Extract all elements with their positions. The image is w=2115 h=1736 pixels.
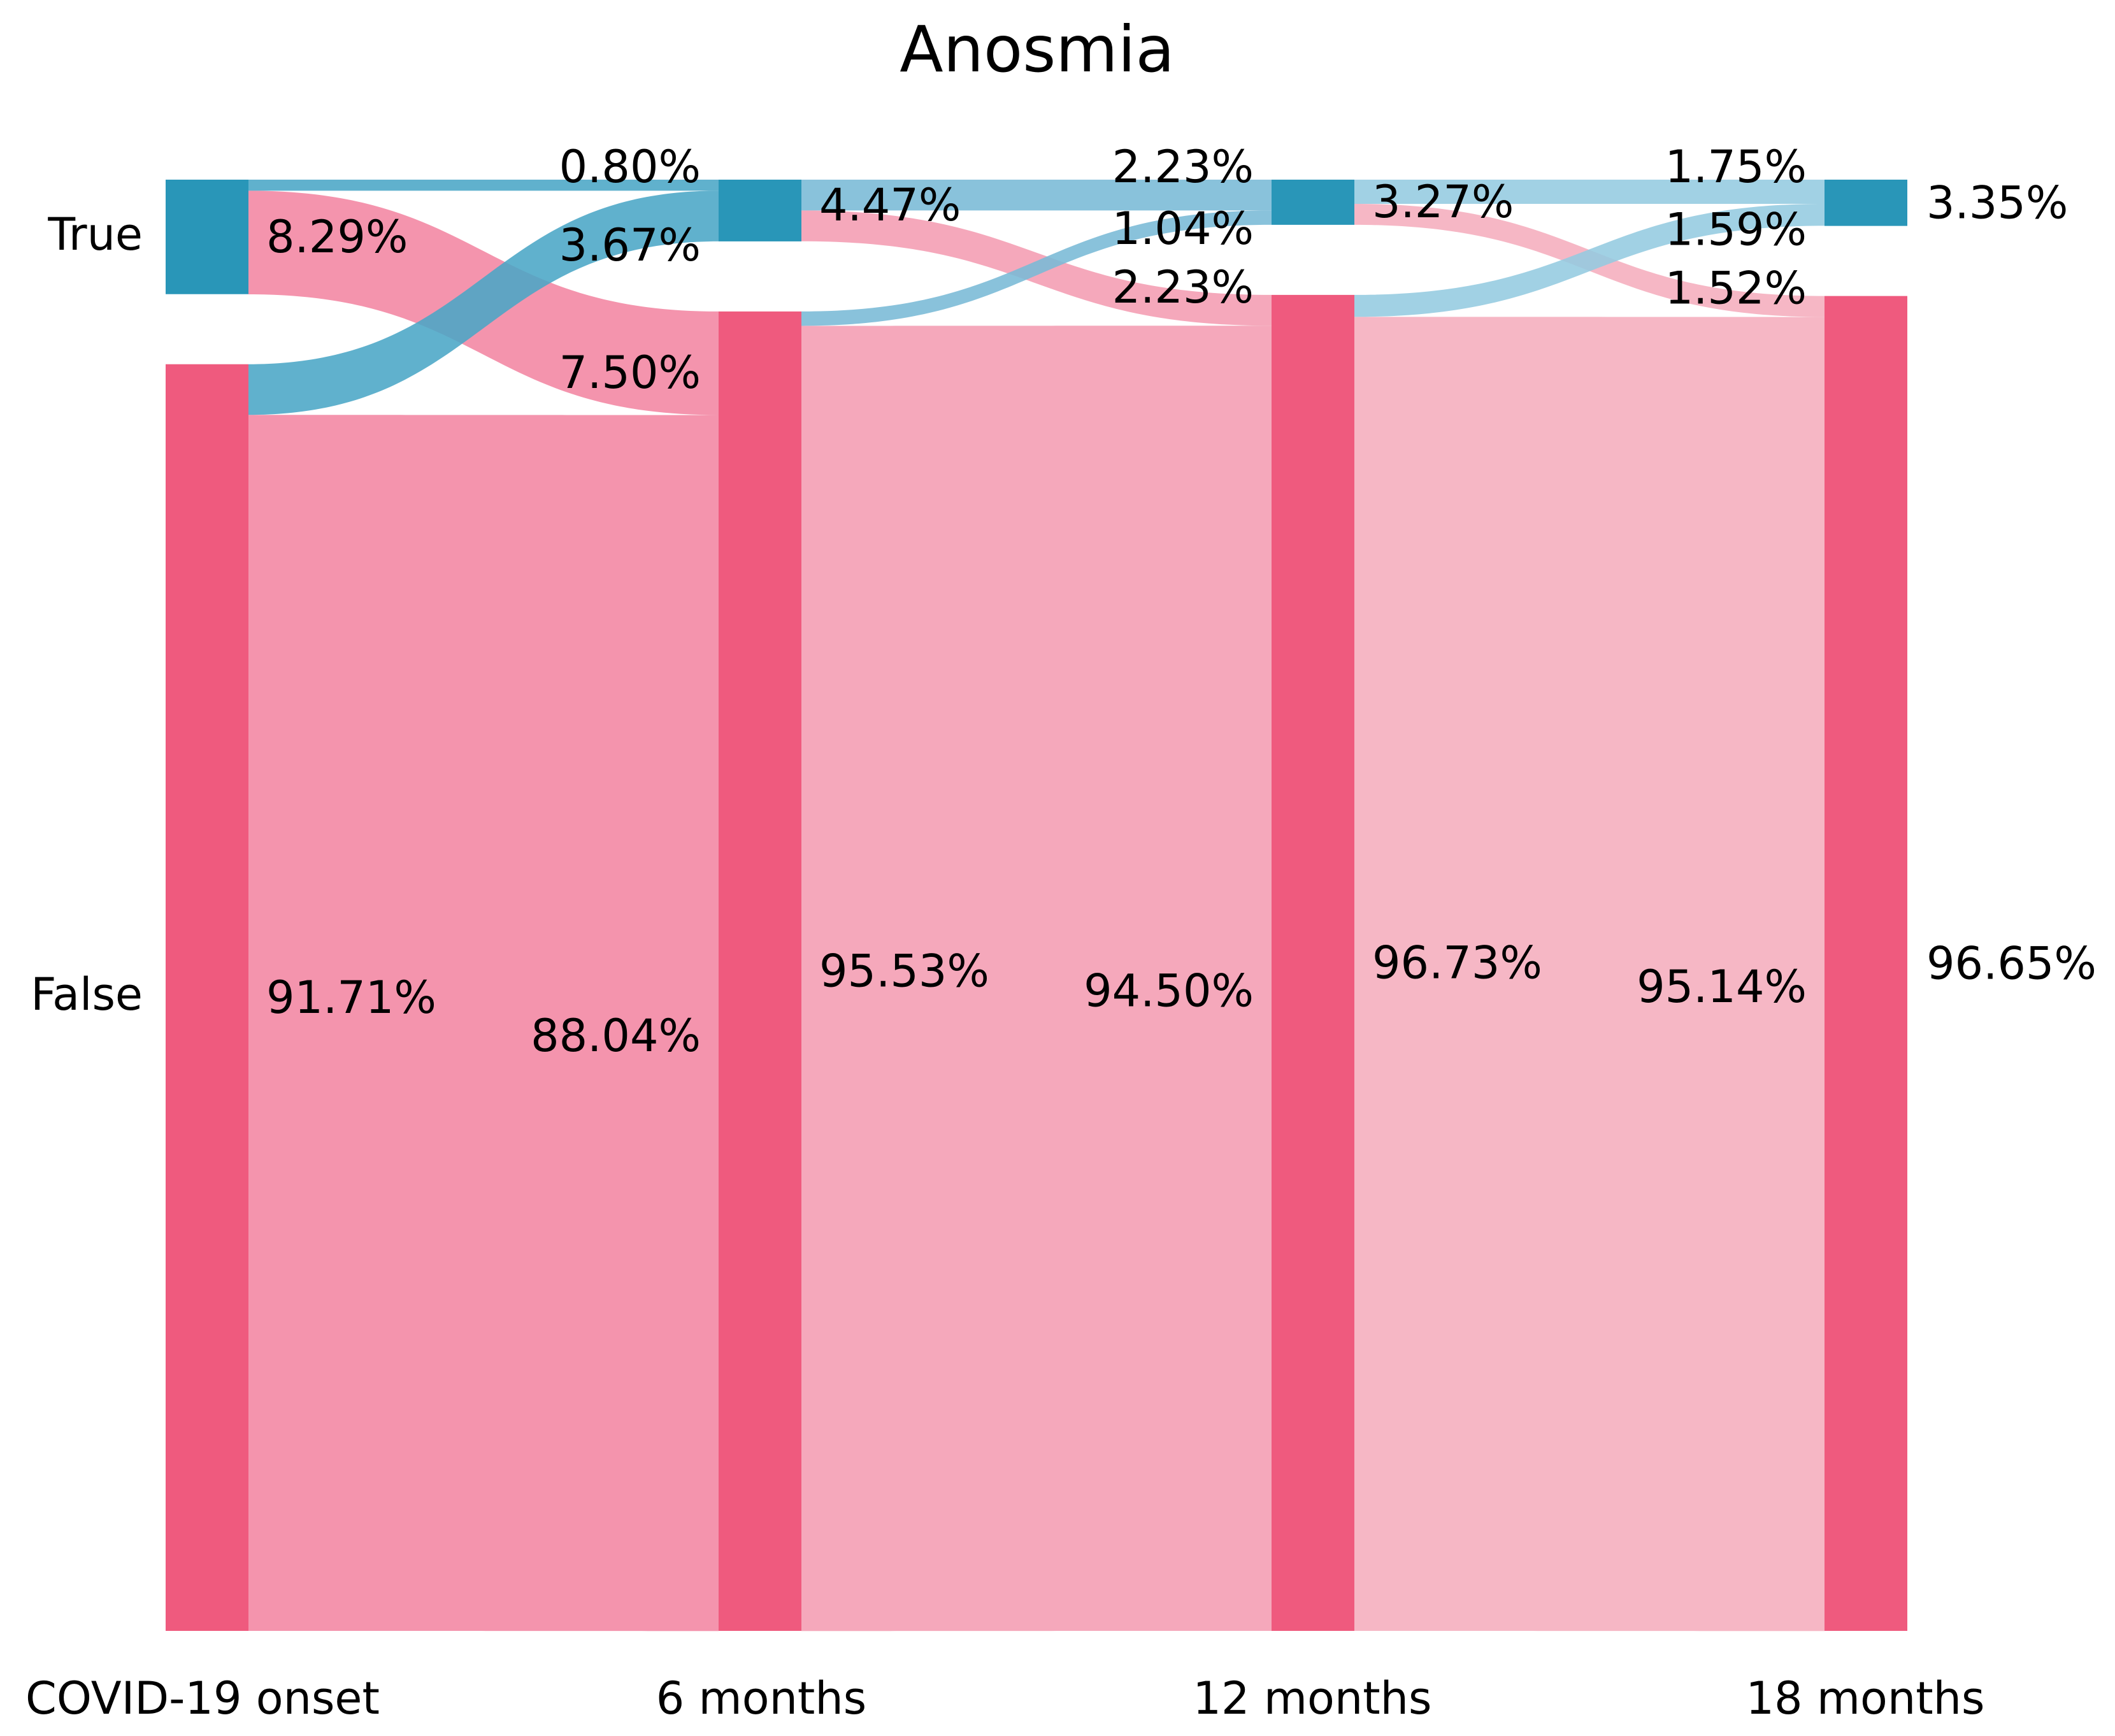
flow-true-to-true-2 — [1354, 180, 1825, 204]
category-label-true: True — [47, 208, 143, 261]
node-false-1 — [719, 311, 801, 1631]
labels-layer: 8.29% 91.71% 0.80% 3.67% 7.50% 88.04% 4.47% 95.… — [266, 141, 2097, 1062]
flow-false-to-false-0 — [248, 415, 719, 1632]
pct-label-source-true-0: 8.29% — [266, 211, 408, 263]
pct-label-true-to-true-2: 1.75% — [1665, 141, 1807, 193]
pct-label-source-false-0: 91.71% — [266, 972, 436, 1024]
flows-layer — [248, 180, 1825, 1632]
pct-label-source-true-1: 4.47% — [819, 179, 961, 231]
flow-false-to-true-0 — [248, 190, 719, 415]
time-label-6-months: 6 months — [656, 1672, 866, 1725]
node-false-3 — [1825, 296, 1907, 1632]
pct-label-false-to-true-1: 1.04% — [1112, 203, 1254, 255]
node-false-2 — [1272, 294, 1354, 1632]
time-label-onset: COVID-19 onset — [25, 1672, 380, 1725]
node-true-0 — [166, 180, 248, 294]
pct-label-false-to-true-2: 1.59% — [1665, 203, 1807, 255]
chart-title: Anosmia — [900, 12, 1175, 87]
pct-label-node-false-3: 96.65% — [1926, 937, 2097, 989]
pct-label-false-to-false-2: 95.14% — [1637, 961, 1807, 1013]
pct-label-true-to-false-0: 7.50% — [559, 347, 701, 399]
flow-true-to-true-1 — [801, 180, 1272, 211]
category-label-false: False — [31, 968, 143, 1021]
flow-false-to-true-2 — [1354, 203, 1825, 317]
pct-label-true-to-true-1: 2.23% — [1112, 141, 1254, 193]
node-false-0 — [166, 364, 248, 1631]
node-true-2 — [1272, 180, 1354, 225]
time-label-12-months: 12 months — [1193, 1672, 1432, 1725]
pct-label-source-true-2: 3.27% — [1372, 176, 1514, 228]
nodes-layer — [166, 180, 1907, 1632]
flow-false-to-true-1 — [801, 210, 1272, 326]
pct-label-node-true-3: 3.35% — [1926, 176, 2068, 229]
flow-false-to-false-1 — [801, 326, 1272, 1632]
pct-label-false-to-true-0: 3.67% — [559, 219, 701, 271]
time-label-18-months: 18 months — [1746, 1672, 1985, 1725]
flow-false-to-false-2 — [1354, 317, 1825, 1632]
pct-label-true-to-true-0: 0.80% — [559, 141, 701, 193]
pct-label-false-to-false-0: 88.04% — [531, 1010, 701, 1062]
pct-label-source-false-2: 96.73% — [1372, 936, 1542, 989]
pct-label-false-to-false-1: 94.50% — [1084, 965, 1254, 1017]
pct-label-source-false-1: 95.53% — [819, 945, 989, 997]
node-true-1 — [719, 180, 801, 241]
time-axis: COVID-19 onset 6 months 12 months 18 mon… — [25, 1672, 1985, 1725]
pct-label-true-to-false-2: 1.52% — [1665, 262, 1807, 315]
pct-label-true-to-false-1: 2.23% — [1112, 261, 1254, 313]
node-true-3 — [1825, 180, 1907, 226]
flow-true-to-true-0 — [248, 180, 719, 191]
